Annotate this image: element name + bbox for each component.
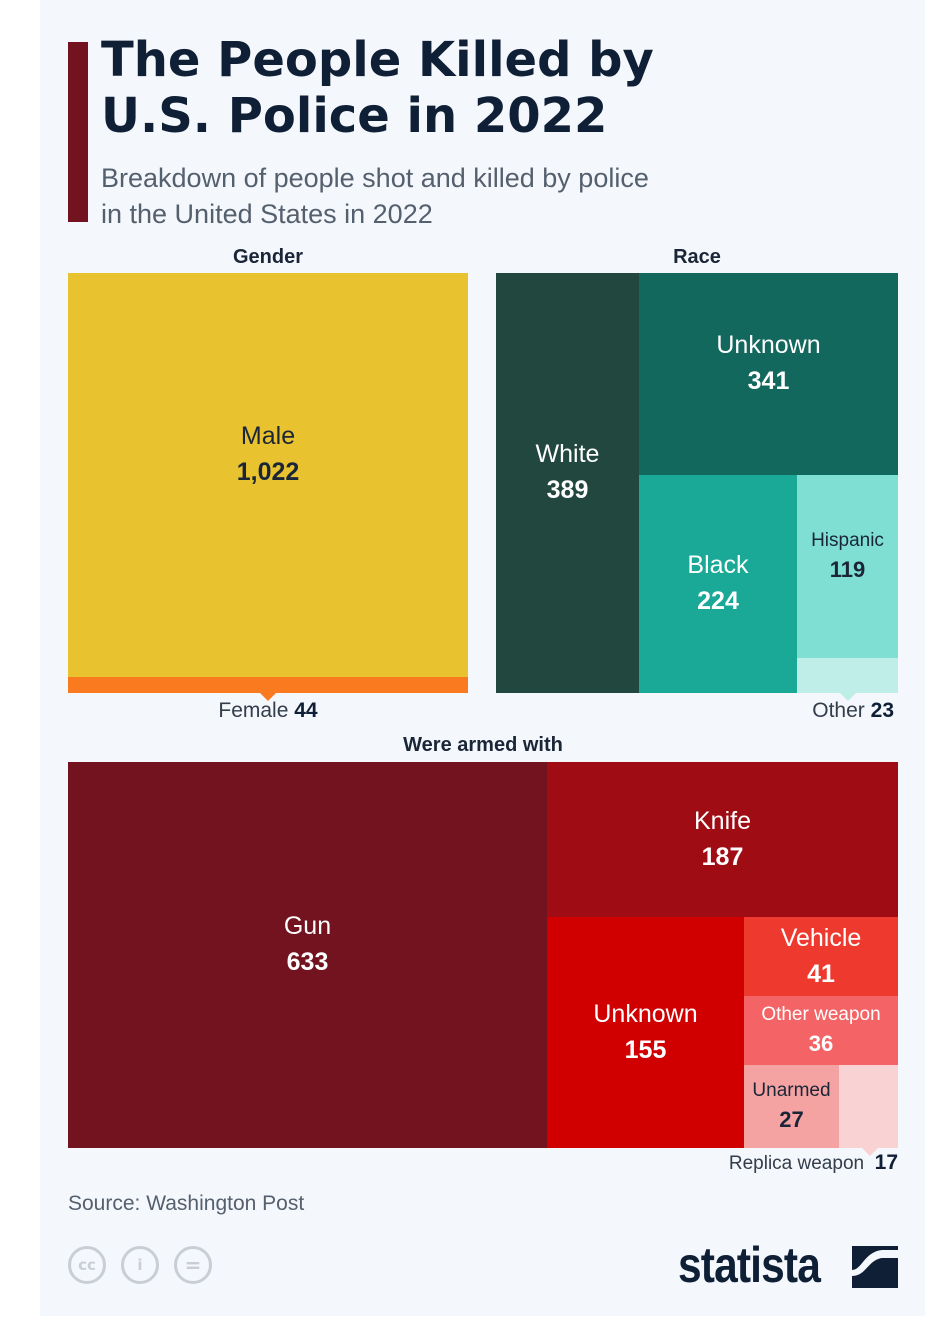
race-title: Race [673,246,721,268]
title-accent-bar [68,42,88,222]
tile-label: White [535,440,600,468]
statista-logo[interactable]: statista [678,1237,821,1293]
tile-label: Other weapon [761,1003,881,1025]
tile-value: 341 [747,367,790,395]
tile-value: 1,022 [236,458,300,486]
tile-label: Unarmed [752,1079,831,1101]
armed-title: Were armed with [403,734,563,756]
tile-value: 119 [829,556,866,582]
tile-armed-unknown: Unknown 155 [547,917,744,1148]
tile-male: Male 1,022 [68,273,468,677]
tile-black: Black 224 [639,475,797,693]
tile-gun: Gun 633 [68,762,547,1148]
other-callout: Other 23 [812,699,894,722]
female-pointer [260,693,276,701]
tile-value: 224 [697,587,739,615]
tile-hispanic: Hispanic 119 [797,475,898,658]
tile-race-unknown: Unknown 341 [639,273,898,475]
tile-value: 27 [779,1106,804,1132]
tile-other-weapon: Other weapon 36 [744,996,898,1065]
no-derivatives-icon[interactable]: = [174,1246,212,1284]
tile-other [797,658,898,693]
tile-female [68,677,468,693]
female-callout: Female 44 [218,699,318,722]
tile-label: Vehicle [780,923,862,952]
tile-value: 36 [808,1030,834,1056]
tile-label: Unknown [716,331,821,359]
statista-logo-icon [852,1246,898,1288]
tile-label: Knife [694,806,751,835]
replica-callout: Replica weapon 17 [728,1151,898,1174]
tile-value: 187 [701,842,744,871]
tile-replica-weapon [839,1065,898,1148]
tile-value: 41 [807,959,835,988]
gender-title: Gender [232,246,304,268]
source-text: Source: Washington Post [68,1192,305,1215]
attribution-icon[interactable]: i [121,1246,159,1284]
cc-icon[interactable]: cc [68,1246,106,1284]
subtitle: Breakdown of people shot and killed by p… [101,163,649,229]
tile-value: 633 [286,948,329,976]
tile-label: Hispanic [811,529,884,551]
tile-vehicle: Vehicle 41 [744,917,898,996]
tile-value: 389 [546,476,589,504]
tile-label: Male [240,422,296,450]
tile-label: Gun [283,912,332,940]
tile-white: White 389 [496,273,639,693]
tile-label: Unknown [593,999,698,1028]
tile-label: Black [687,551,749,579]
tile-unarmed: Unarmed 27 [744,1065,839,1148]
tile-knife: Knife 187 [547,762,898,917]
tile-value: 155 [624,1035,667,1064]
page-title: The People Killed by U.S. Police in 2022 [101,32,654,144]
replica-pointer [862,1148,878,1156]
other-pointer [840,693,856,701]
